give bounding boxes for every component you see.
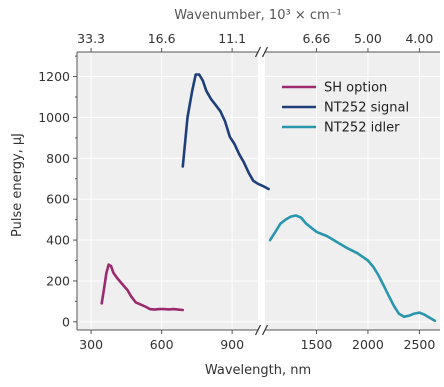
legend-label: NT252 signal <box>324 101 409 116</box>
top-axis-title: Wavenumber, 10³ × cm⁻¹ <box>174 8 341 23</box>
y-tick-label: 0 <box>62 314 70 329</box>
x-tick-label: 2000 <box>352 337 384 352</box>
top-tick-label: 4.00 <box>405 31 433 46</box>
plot-area-left <box>77 52 258 330</box>
top-tick-label: 16.6 <box>148 31 176 46</box>
x-tick-label: 1500 <box>301 337 333 352</box>
top-tick-label: 5.00 <box>354 31 382 46</box>
y-tick-label: 1200 <box>38 69 70 84</box>
x-tick-label: 900 <box>220 337 244 352</box>
axis-break-mark <box>254 46 262 58</box>
y-tick-label: 800 <box>46 151 70 166</box>
x-tick-label: 600 <box>150 337 174 352</box>
series-line <box>268 214 437 323</box>
x-axis-title: Wavelength, nm <box>205 363 311 378</box>
top-tick-label: 11.1 <box>218 31 246 46</box>
y-tick-label: 200 <box>46 273 70 288</box>
axis-break-mark <box>261 46 269 58</box>
x-tick-label: 300 <box>79 337 103 352</box>
axis-break-mark <box>261 324 269 336</box>
top-tick-label: 33.3 <box>77 31 105 46</box>
y-axis-title: Pulse energy, μJ <box>10 133 25 237</box>
series-line <box>100 263 185 312</box>
top-tick-label: 6.66 <box>303 31 331 46</box>
series-line <box>181 73 270 191</box>
axis-break-mark <box>254 324 262 336</box>
y-tick-label: 600 <box>46 192 70 207</box>
x-tick-label: 2500 <box>404 337 436 352</box>
legend-label: NT252 idler <box>324 121 400 136</box>
legend-label: SH option <box>324 81 387 96</box>
y-tick-label: 1000 <box>38 110 70 125</box>
plot-area-right <box>265 52 440 330</box>
y-tick-label: 400 <box>46 233 70 248</box>
